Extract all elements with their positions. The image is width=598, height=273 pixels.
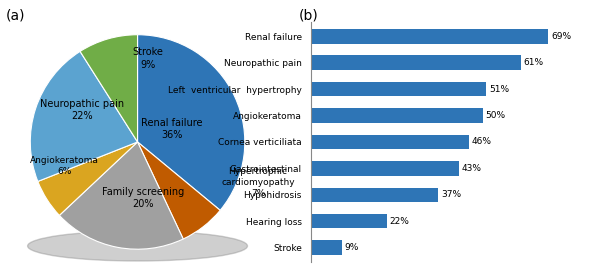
- Bar: [311, 161, 459, 176]
- Bar: [311, 214, 387, 229]
- Text: Family screening
20%: Family screening 20%: [102, 186, 184, 209]
- Text: Stroke
9%: Stroke 9%: [133, 47, 164, 70]
- Wedge shape: [38, 142, 138, 215]
- Bar: [311, 188, 438, 202]
- Bar: [311, 135, 469, 149]
- Bar: [311, 240, 342, 255]
- Ellipse shape: [28, 231, 248, 261]
- Text: 9%: 9%: [344, 243, 359, 252]
- Text: 51%: 51%: [489, 85, 509, 94]
- Text: 46%: 46%: [472, 138, 492, 146]
- Bar: [311, 82, 486, 96]
- Text: 37%: 37%: [441, 190, 461, 199]
- Text: Angiokeratoma
6%: Angiokeratoma 6%: [30, 156, 99, 176]
- Wedge shape: [80, 35, 138, 142]
- Bar: [311, 55, 521, 70]
- Wedge shape: [59, 142, 183, 249]
- Bar: [311, 29, 548, 44]
- Bar: [311, 108, 483, 123]
- Text: 69%: 69%: [551, 32, 571, 41]
- Text: Hypertrophic
cardiomyopathy
7%: Hypertrophic cardiomyopathy 7%: [221, 167, 295, 198]
- Text: Neuropathic pain
22%: Neuropathic pain 22%: [39, 99, 124, 121]
- Text: 22%: 22%: [389, 217, 409, 226]
- Text: 50%: 50%: [486, 111, 506, 120]
- Text: 43%: 43%: [462, 164, 481, 173]
- Text: (b): (b): [299, 8, 319, 22]
- Wedge shape: [138, 142, 220, 239]
- Wedge shape: [138, 35, 245, 210]
- Text: 61%: 61%: [523, 58, 544, 67]
- Text: Renal failure
36%: Renal failure 36%: [141, 118, 203, 140]
- Text: (a): (a): [6, 8, 26, 22]
- Wedge shape: [30, 51, 138, 182]
